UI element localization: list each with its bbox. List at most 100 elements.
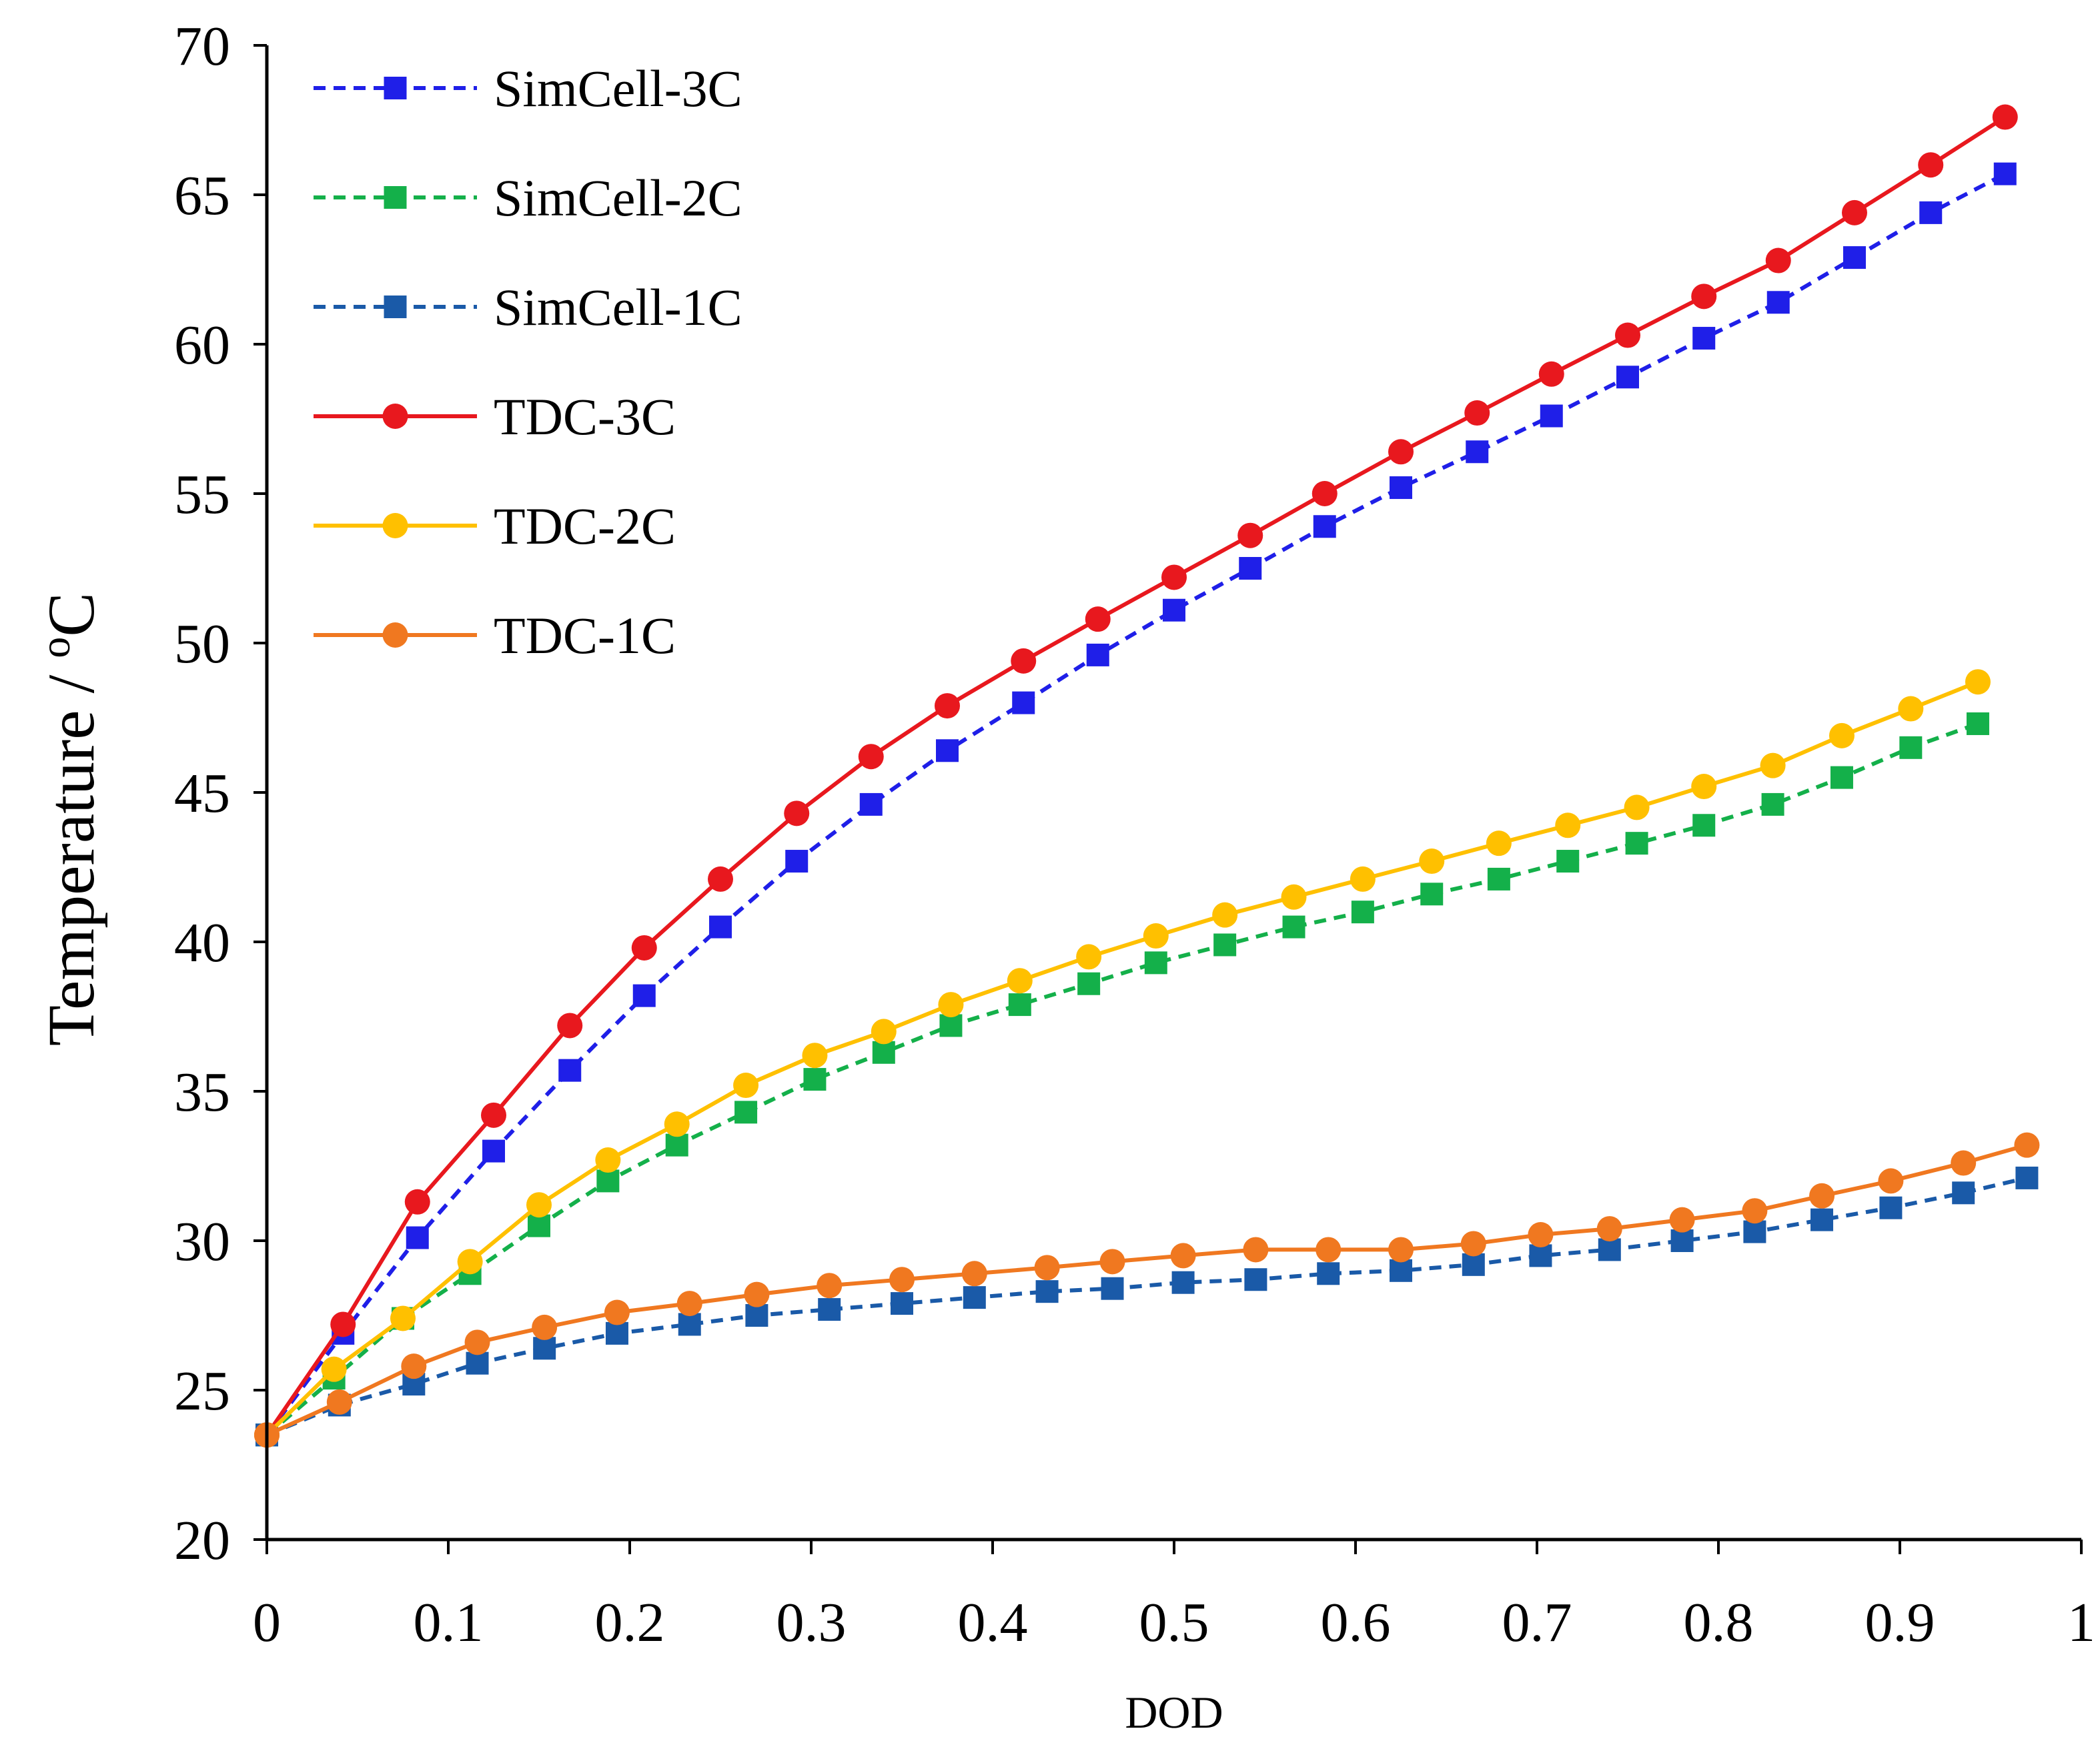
data-point-tdc-1c	[1951, 1150, 1977, 1176]
data-point-simcell-3c	[1616, 366, 1639, 389]
data-point-tdc-2c	[1212, 902, 1238, 928]
data-point-tdc-1c	[1099, 1249, 1125, 1275]
x-tick-label: 0	[253, 1592, 281, 1654]
data-point-simcell-1c	[1317, 1262, 1340, 1285]
data-point-simcell-1c	[2015, 1166, 2039, 1189]
data-point-tdc-3c	[1311, 481, 1338, 506]
data-point-simcell-3c	[1766, 291, 1790, 314]
data-point-simcell-3c	[406, 1226, 429, 1249]
data-point-simcell-2c	[1556, 850, 1580, 873]
data-point-tdc-1c	[817, 1273, 843, 1299]
x-tick-label: 0.7	[1502, 1592, 1572, 1654]
legend-entry-tdc-1c: TDC-1C	[314, 606, 676, 664]
data-point-simcell-1c	[466, 1351, 489, 1375]
data-point-tdc-2c	[321, 1356, 347, 1382]
data-point-simcell-1c	[1529, 1244, 1552, 1267]
y-tick-label: 40	[174, 912, 230, 974]
legend-marker-tdc-1c	[382, 622, 408, 648]
y-tick-label: 20	[174, 1510, 230, 1572]
data-point-simcell-1c	[1101, 1277, 1124, 1300]
data-point-tdc-1c	[676, 1291, 702, 1317]
data-point-simcell-1c	[1462, 1253, 1485, 1276]
data-point-tdc-2c	[1965, 669, 1991, 695]
legend-marker-tdc-2c	[382, 513, 408, 538]
data-point-tdc-2c	[1007, 968, 1033, 994]
data-point-tdc-2c	[1760, 752, 1786, 778]
data-point-tdc-1c	[744, 1281, 770, 1307]
legend-label-simcell-2c: SimCell-2C	[494, 169, 742, 227]
legend-marker-simcell-2c	[384, 186, 407, 209]
legend: SimCell-3C SimCell-2C SimCell-1C TDC-3C TDC-…	[314, 59, 742, 664]
data-point-tdc-3c	[1765, 247, 1791, 273]
axis-ticks: 20 25 30 35 40 45 50 55 60 65 70 0 0.1 0.2 0.3 0.4 0.5 0.…	[174, 15, 2095, 1654]
series-tdc-2c	[254, 669, 1991, 1448]
data-point-simcell-1c	[605, 1321, 628, 1345]
data-point-simcell-2c	[596, 1169, 620, 1193]
data-point-simcell-3c	[1919, 201, 1943, 224]
data-point-simcell-3c	[1993, 162, 2017, 185]
data-point-simcell-1c	[1171, 1271, 1195, 1294]
legend-label-tdc-2c: TDC-2C	[494, 497, 676, 555]
data-point-tdc-2c	[871, 1019, 897, 1045]
data-point-tdc-2c	[1898, 696, 1924, 722]
data-point-simcell-3c	[1843, 246, 1866, 269]
x-tick-label: 1	[2067, 1592, 2095, 1654]
data-point-simcell-2c	[939, 1014, 963, 1037]
data-point-simcell-2c	[1008, 993, 1031, 1017]
legend-label-tdc-1c: TDC-1C	[494, 606, 676, 664]
data-point-simcell-2c	[1761, 792, 1784, 816]
data-point-tdc-1c	[326, 1389, 352, 1415]
data-point-tdc-3c	[631, 935, 657, 961]
data-point-simcell-2c	[528, 1214, 550, 1237]
data-point-tdc-2c	[457, 1249, 483, 1275]
data-point-simcell-1c	[745, 1304, 768, 1327]
data-point-tdc-1c	[1878, 1168, 1904, 1194]
data-point-simcell-2c	[1144, 951, 1167, 975]
series-tdc-1c	[254, 1132, 2040, 1448]
series-tdc-3c	[254, 104, 2018, 1448]
data-point-tdc-1c	[2014, 1132, 2040, 1158]
series-simcell-2c	[255, 712, 1989, 1447]
data-point-tdc-3c	[708, 866, 733, 892]
data-point-simcell-2c	[1899, 736, 1923, 759]
y-tick-label: 50	[174, 613, 230, 675]
series-line-simcell-3c	[265, 171, 2007, 1436]
data-point-simcell-1c	[963, 1286, 986, 1309]
data-point-simcell-1c	[1810, 1208, 1834, 1231]
data-point-tdc-3c	[1464, 400, 1490, 426]
data-point-tdc-2c	[526, 1192, 552, 1218]
data-point-tdc-3c	[1615, 322, 1640, 348]
data-point-simcell-2c	[734, 1101, 758, 1124]
data-point-simcell-3c	[1692, 327, 1716, 350]
data-point-simcell-1c	[1598, 1238, 1621, 1261]
legend-label-simcell-1c: SimCell-1C	[494, 278, 742, 336]
data-point-simcell-1c	[1244, 1268, 1267, 1291]
data-point-simcell-1c	[1670, 1229, 1694, 1252]
y-axis-unit: oC	[31, 592, 108, 658]
data-point-simcell-3c	[1012, 691, 1035, 714]
data-point-tdc-2c	[1691, 774, 1717, 800]
data-point-simcell-2c	[1351, 901, 1374, 924]
data-point-tdc-2c	[1143, 923, 1169, 949]
legend-entry-simcell-2c: SimCell-2C	[314, 169, 742, 227]
data-point-tdc-2c	[1281, 884, 1307, 910]
data-point-tdc-2c	[1624, 794, 1650, 820]
plot-area	[254, 104, 2040, 1448]
data-point-tdc-1c	[1669, 1207, 1695, 1233]
data-point-simcell-2c	[1420, 883, 1444, 906]
data-point-simcell-2c	[872, 1041, 895, 1064]
data-point-tdc-3c	[1388, 439, 1414, 465]
data-point-simcell-2c	[1282, 915, 1305, 939]
data-point-simcell-2c	[1487, 867, 1510, 891]
data-point-simcell-3c	[936, 739, 959, 762]
x-tick-label: 0.5	[1139, 1592, 1209, 1654]
y-axis-title-text: Temperature /	[34, 658, 108, 1047]
data-point-tdc-2c	[938, 992, 964, 1018]
y-tick-label: 55	[174, 464, 230, 526]
data-point-tdc-1c	[1316, 1237, 1342, 1263]
data-point-simcell-1c	[891, 1292, 913, 1315]
x-tick-label: 0.2	[595, 1592, 665, 1654]
data-point-simcell-3c	[1313, 515, 1336, 538]
data-point-tdc-1c	[1034, 1255, 1060, 1281]
